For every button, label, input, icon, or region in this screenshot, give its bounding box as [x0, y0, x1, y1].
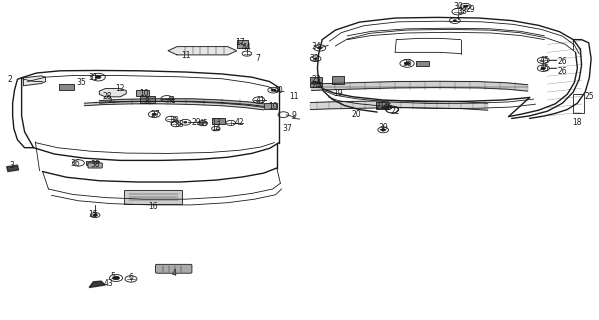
Text: 33: 33 [174, 120, 184, 129]
Text: 26: 26 [558, 57, 567, 66]
Polygon shape [168, 47, 237, 55]
FancyBboxPatch shape [137, 90, 150, 96]
Text: 27: 27 [150, 110, 160, 119]
Text: 31: 31 [89, 73, 98, 82]
FancyBboxPatch shape [156, 264, 192, 273]
FancyBboxPatch shape [237, 40, 248, 48]
Polygon shape [99, 89, 126, 97]
Circle shape [381, 129, 386, 131]
Circle shape [317, 47, 322, 49]
Polygon shape [89, 281, 105, 288]
Text: 30: 30 [453, 2, 463, 11]
Polygon shape [84, 101, 264, 110]
Text: 35: 35 [77, 78, 86, 87]
Text: 13: 13 [211, 118, 220, 127]
Circle shape [453, 20, 456, 21]
Text: 36: 36 [71, 159, 80, 168]
Text: 18: 18 [573, 118, 582, 127]
Text: 41: 41 [256, 95, 265, 105]
Text: 23: 23 [311, 75, 321, 84]
Text: 42: 42 [235, 118, 244, 127]
Text: 12: 12 [116, 84, 125, 93]
FancyBboxPatch shape [310, 83, 322, 87]
FancyBboxPatch shape [59, 84, 74, 90]
Text: 20: 20 [352, 110, 361, 119]
Text: 5: 5 [111, 272, 116, 281]
Circle shape [463, 5, 468, 8]
Circle shape [183, 121, 187, 123]
Text: 11: 11 [181, 51, 190, 60]
Text: 14: 14 [211, 124, 220, 133]
Text: 17: 17 [235, 38, 244, 47]
Circle shape [314, 58, 317, 60]
Text: 29: 29 [465, 5, 474, 14]
Text: 45: 45 [540, 56, 549, 65]
Text: 4: 4 [171, 269, 177, 278]
Text: 45: 45 [383, 103, 393, 112]
Text: 40: 40 [274, 86, 283, 95]
Text: 24: 24 [311, 81, 321, 90]
Text: 2: 2 [7, 75, 12, 84]
Circle shape [271, 89, 276, 92]
FancyBboxPatch shape [264, 103, 277, 109]
Text: 16: 16 [149, 202, 158, 211]
Text: 7: 7 [255, 54, 260, 63]
Text: 30: 30 [169, 116, 179, 125]
Polygon shape [7, 165, 19, 172]
FancyBboxPatch shape [140, 96, 155, 103]
Text: 39: 39 [379, 123, 388, 132]
Circle shape [95, 76, 101, 79]
Text: 10: 10 [268, 102, 277, 111]
FancyBboxPatch shape [125, 190, 181, 204]
Text: 41: 41 [166, 95, 176, 105]
Text: 10: 10 [140, 89, 149, 98]
Text: 45: 45 [540, 64, 549, 73]
Text: 8: 8 [145, 97, 150, 106]
Text: 29: 29 [192, 118, 201, 127]
FancyBboxPatch shape [310, 77, 322, 82]
Circle shape [113, 276, 120, 280]
Text: 28: 28 [102, 92, 112, 101]
Text: 9: 9 [291, 111, 296, 120]
FancyBboxPatch shape [332, 76, 344, 84]
Text: 6: 6 [129, 274, 134, 283]
Text: 33: 33 [458, 7, 468, 16]
Text: 19: 19 [334, 89, 343, 98]
Text: 43: 43 [104, 279, 113, 288]
Text: 34: 34 [311, 42, 321, 51]
Text: 32: 32 [310, 54, 319, 63]
Polygon shape [99, 99, 264, 106]
Circle shape [541, 67, 546, 69]
Text: 25: 25 [585, 92, 594, 101]
Circle shape [93, 214, 98, 216]
Text: 11: 11 [289, 92, 298, 101]
FancyBboxPatch shape [88, 163, 102, 168]
FancyBboxPatch shape [86, 161, 99, 165]
Polygon shape [23, 76, 46, 86]
Text: 38: 38 [90, 160, 100, 169]
Text: 45: 45 [199, 119, 209, 128]
Text: 3: 3 [9, 161, 14, 170]
Circle shape [152, 113, 157, 116]
Text: 36: 36 [402, 59, 412, 68]
Polygon shape [311, 81, 528, 91]
Text: 15: 15 [89, 210, 98, 219]
Polygon shape [310, 101, 488, 110]
Text: 26: 26 [558, 67, 567, 76]
FancyBboxPatch shape [212, 118, 225, 124]
Text: 44: 44 [242, 43, 252, 52]
Text: 37: 37 [283, 124, 292, 133]
Text: 21: 21 [376, 102, 385, 111]
Text: 22: 22 [391, 107, 400, 116]
Circle shape [404, 62, 410, 65]
FancyBboxPatch shape [416, 61, 429, 66]
FancyBboxPatch shape [376, 102, 388, 108]
